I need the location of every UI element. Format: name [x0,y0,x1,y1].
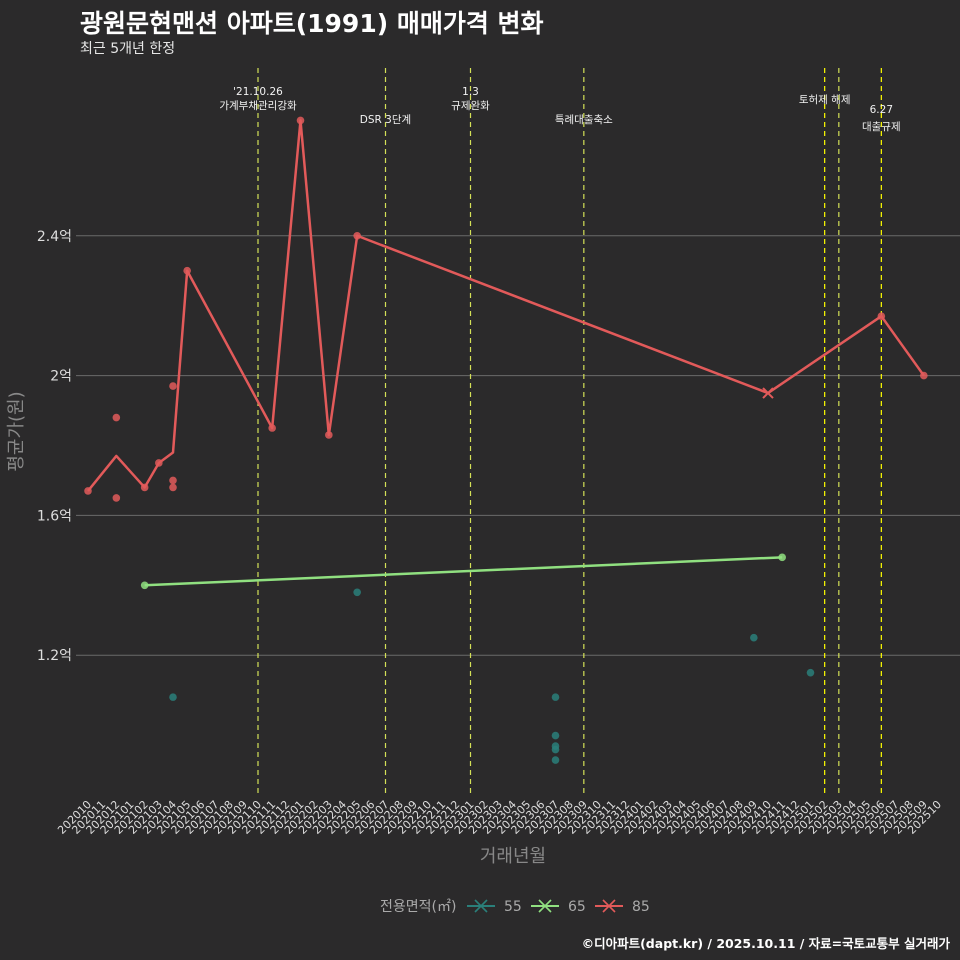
event-annotation: 가계부채관리강화 [219,100,297,112]
series-line-65 [144,556,783,587]
data-point-55 [750,633,758,642]
x-axis-title: 거래년월 [480,846,546,867]
legend-label-85: 85 [632,899,650,915]
data-point-55 [551,745,560,754]
data-point-85 [169,382,177,390]
legend-label-55: 55 [504,899,522,915]
data-point-65 [140,581,149,590]
event-annotation: 규제완화 [451,99,490,112]
data-point-65 [778,553,786,562]
data-point-85 [169,476,177,485]
event-annotation: '21.10.26 [233,86,283,98]
data-point-55 [551,693,560,701]
chart-caption: ©디아파트(dapt.kr) / 2025.10.11 / 자료=국토교통부 실… [581,936,950,951]
data-point-85 [84,487,92,495]
legend-key-marker [474,899,488,913]
legend-key-marker [538,899,552,913]
data-point-85 [112,413,121,422]
data-point-85 [325,431,333,439]
legend-key-marker [602,899,616,913]
data-point-85 [169,483,177,492]
data-point-85 [920,371,928,380]
chart-title: 광원문현맨션 아파트(1991) 매매가격 변화 [80,9,544,38]
y-axis-title: 평균가(원) [6,391,27,471]
y-tick-label: 2억 [50,369,72,385]
legend-label-65: 65 [568,899,586,915]
data-point-85 [183,266,191,275]
data-point-55 [806,668,815,677]
data-point-85 [140,483,149,492]
data-point-85 [155,459,163,467]
y-tick-label: 1.2억 [37,648,72,664]
data-point-85 [112,494,121,502]
series-line-85 [87,119,925,492]
event-annotation: DSR 3단계 [360,114,411,126]
data-point-85 [353,231,361,240]
event-annotation: 6.27 [870,104,893,116]
event-annotation: 1.3 [462,86,479,98]
data-point-cross-85 [762,387,774,399]
data-point-85 [268,424,276,432]
event-annotation: 특례대출축소 [555,114,613,126]
chart-subtitle: 최근 5개년 한정 [80,41,176,57]
data-point-85 [877,312,886,320]
event-annotation: 대출규제 [862,121,901,133]
event-annotation: 토허제 해제 [799,93,851,106]
data-point-55 [353,588,361,597]
data-point-55 [551,731,560,740]
data-point-85 [296,116,305,125]
data-point-55 [551,756,560,764]
y-tick-label: 1.6억 [37,508,72,524]
data-point-55 [169,693,177,701]
y-tick-label: 2.4억 [37,229,72,245]
legend-title: 전용면적(㎡) [380,899,456,915]
